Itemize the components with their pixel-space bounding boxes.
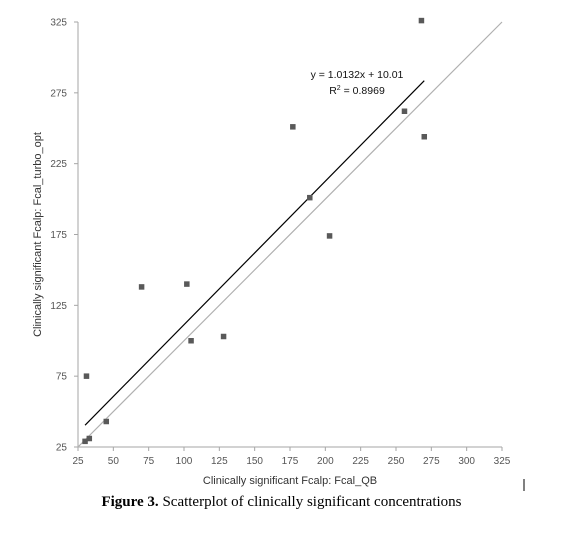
axes (74, 21, 503, 451)
identity-line (77, 21, 503, 448)
figure-caption-text: Scatterplot of clinically significant co… (158, 494, 462, 510)
y-tick-label: 275 (50, 88, 67, 99)
fit-lines (77, 21, 503, 448)
trendline (84, 80, 425, 426)
data-point (82, 438, 88, 445)
data-point (86, 435, 93, 442)
r-squared-value: = 0.8969 (341, 85, 385, 97)
x-tick-label: 275 (423, 456, 440, 467)
y-tick-label: 325 (50, 18, 67, 29)
data-point (188, 338, 194, 344)
r-squared-label: R2 = 0.8969 (329, 85, 385, 97)
x-tick-label: 250 (388, 456, 405, 467)
r-squared-prefix: R (329, 85, 337, 97)
x-tick-label: 325 (494, 456, 511, 467)
data-point (326, 233, 333, 239)
x-tick-label: 125 (211, 456, 228, 467)
equation-label: y = 1.0132x + 10.01 (311, 69, 404, 81)
x-tick-label: 225 (352, 456, 369, 467)
x-tick-label: 100 (176, 456, 193, 467)
data-point (290, 124, 296, 130)
data-point (103, 418, 110, 425)
data-point (418, 17, 425, 24)
data-point (184, 281, 190, 287)
x-tick-label: 50 (108, 456, 120, 467)
data-points (82, 17, 428, 445)
y-tick-label: 25 (56, 443, 68, 454)
data-point (401, 108, 408, 114)
data-point (83, 373, 90, 379)
data-point (307, 194, 313, 201)
data-point (220, 333, 227, 340)
figure-caption: Figure 3. Scatterplot of clinically sign… (0, 494, 563, 511)
tick-labels: 25 50 75 100 125 150 175 200 225 250 275 300 325 25 75… (50, 18, 510, 468)
y-tick-label: 75 (56, 372, 68, 383)
x-tick-label: 75 (143, 456, 155, 467)
r-squared-superscript: 2 (337, 85, 341, 92)
x-tick-label: 200 (317, 456, 334, 467)
y-tick-label: 125 (50, 301, 67, 312)
x-axis-title: Clinically significant Fcalp: Fcal_QB (203, 475, 377, 487)
y-tick-label: 225 (50, 159, 67, 170)
figure-caption-label: Figure 3. (101, 494, 159, 510)
x-tick-label: 25 (72, 456, 84, 467)
data-point (421, 134, 428, 140)
y-tick-label: 175 (50, 230, 67, 241)
data-point (138, 284, 145, 290)
x-tick-label: 175 (282, 456, 299, 467)
y-axis-title: Clinically significant Fcalp: Fcal_turbo… (32, 132, 44, 337)
x-tick-label: 150 (246, 456, 263, 467)
x-tick-label: 300 (458, 456, 475, 467)
